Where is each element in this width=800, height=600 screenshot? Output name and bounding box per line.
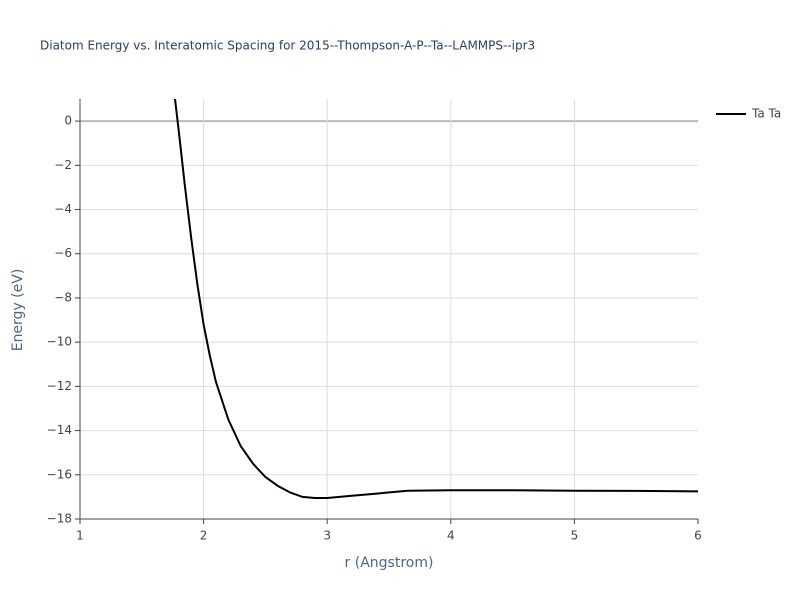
y-tick-label: −2 <box>54 158 72 172</box>
y-tick-label: −14 <box>47 423 72 437</box>
y-tick-label: −12 <box>47 379 72 393</box>
x-tick-label: 4 <box>447 529 455 543</box>
x-tick-label: 1 <box>76 529 84 543</box>
grid <box>75 99 699 524</box>
y-axis-title: Energy (eV) <box>10 269 26 352</box>
y-tick-label: 0 <box>64 114 72 128</box>
y-tick-label: −18 <box>47 512 72 526</box>
y-tick-label: −4 <box>54 202 72 216</box>
x-tick-label: 3 <box>323 529 331 543</box>
y-tick-label: −8 <box>54 290 72 304</box>
x-axis-title: r (Angstrom) <box>345 555 434 571</box>
y-tick-label: −10 <box>47 335 72 349</box>
x-tick-label: 2 <box>200 529 208 543</box>
y-tick-label: −16 <box>47 467 72 481</box>
series-line <box>174 99 698 499</box>
legend-label: Ta Ta <box>751 107 781 121</box>
plot-area <box>174 99 698 499</box>
chart-title: Diatom Energy vs. Interatomic Spacing fo… <box>40 39 535 53</box>
x-tick-label: 5 <box>571 529 579 543</box>
x-tick-label: 6 <box>694 529 702 543</box>
y-tick-label: −6 <box>54 246 72 260</box>
